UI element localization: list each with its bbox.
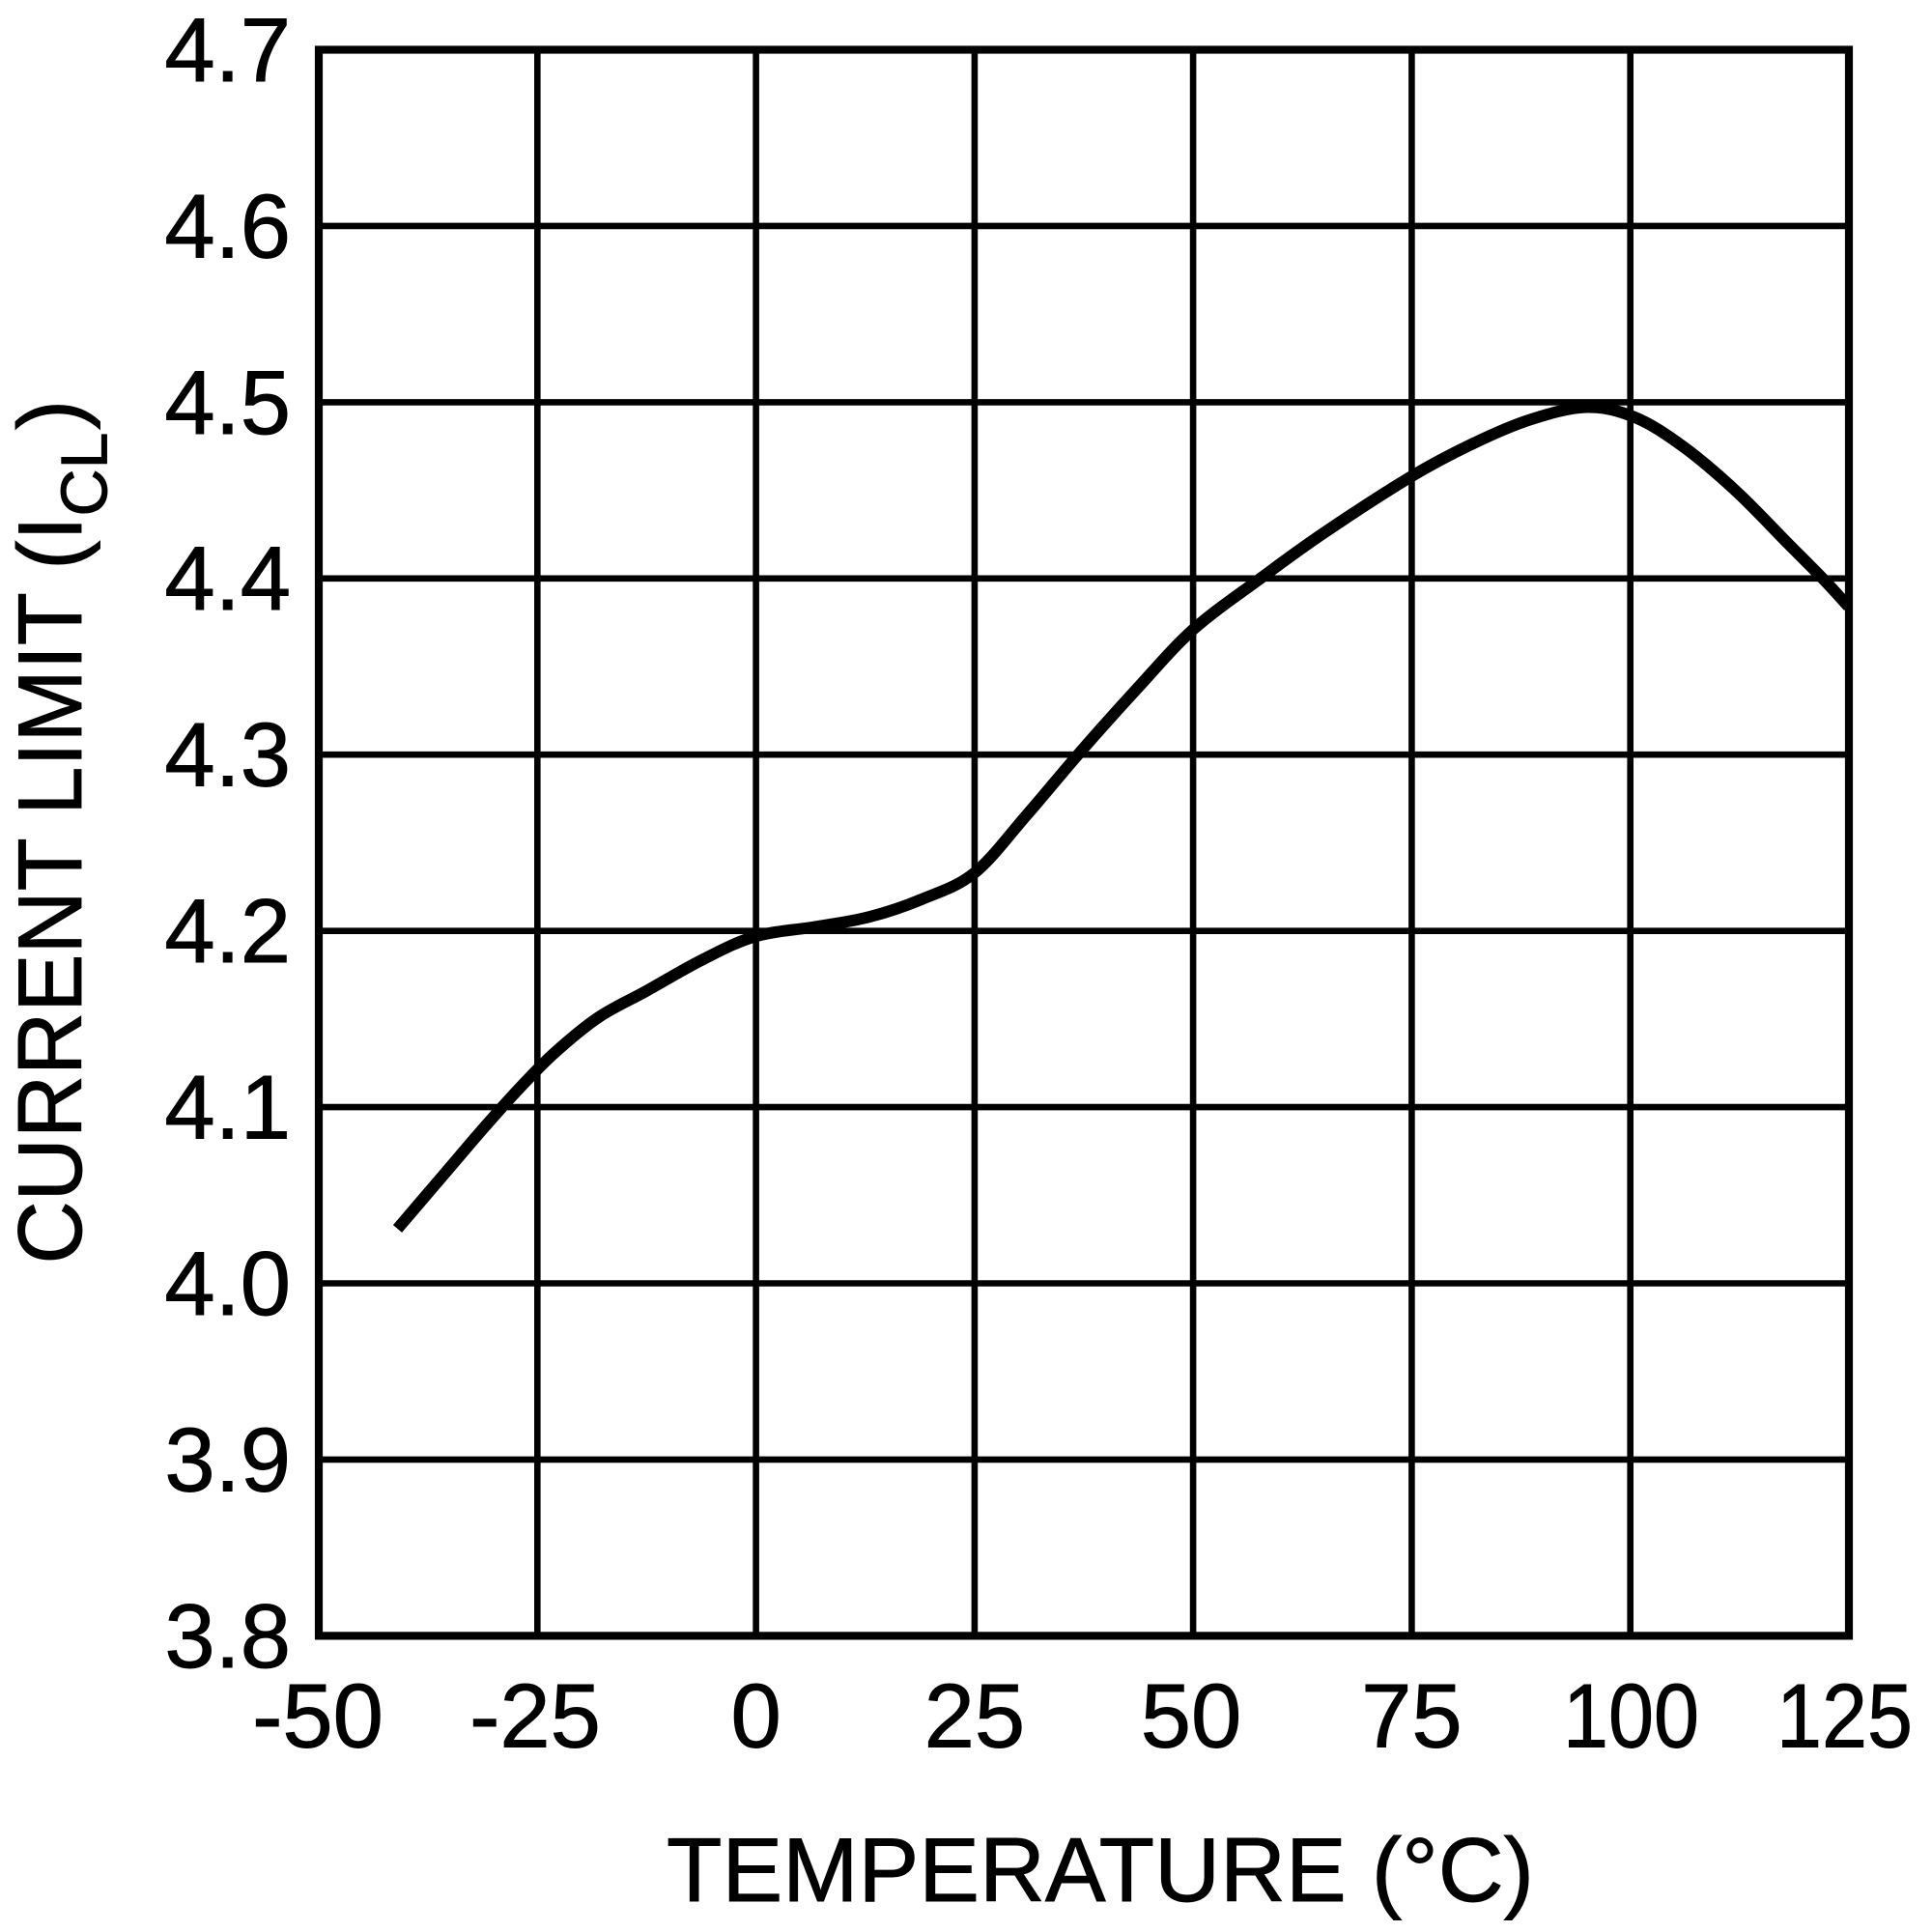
svg-text:4.3: 4.3	[164, 704, 291, 806]
svg-text:50: 50	[1141, 1665, 1242, 1767]
svg-text:): )	[0, 400, 100, 430]
svg-text:-25: -25	[469, 1665, 601, 1767]
svg-text:-50: -50	[252, 1665, 384, 1767]
svg-text:4.1: 4.1	[164, 1057, 291, 1158]
svg-text:75: 75	[1361, 1665, 1463, 1767]
svg-text:CL: CL	[48, 433, 122, 517]
svg-text:4.2: 4.2	[164, 880, 291, 981]
svg-text:100: 100	[1563, 1665, 1699, 1767]
svg-text:125: 125	[1776, 1665, 1913, 1767]
svg-text:4.0: 4.0	[164, 1233, 291, 1334]
svg-text:25: 25	[924, 1665, 1026, 1767]
svg-text:4.5: 4.5	[164, 352, 291, 453]
svg-text:CURRENT LIMIT (I: CURRENT LIMIT (I	[0, 517, 100, 1264]
svg-text:3.9: 3.9	[164, 1408, 291, 1510]
svg-text:3.8: 3.8	[164, 1585, 291, 1687]
svg-text:TEMPERATURE (°C): TEMPERATURE (°C)	[667, 1819, 1534, 1920]
svg-text:4.7: 4.7	[164, 0, 291, 100]
svg-text:4.4: 4.4	[164, 527, 291, 629]
svg-text:4.6: 4.6	[164, 175, 291, 276]
svg-text:0: 0	[730, 1665, 781, 1767]
